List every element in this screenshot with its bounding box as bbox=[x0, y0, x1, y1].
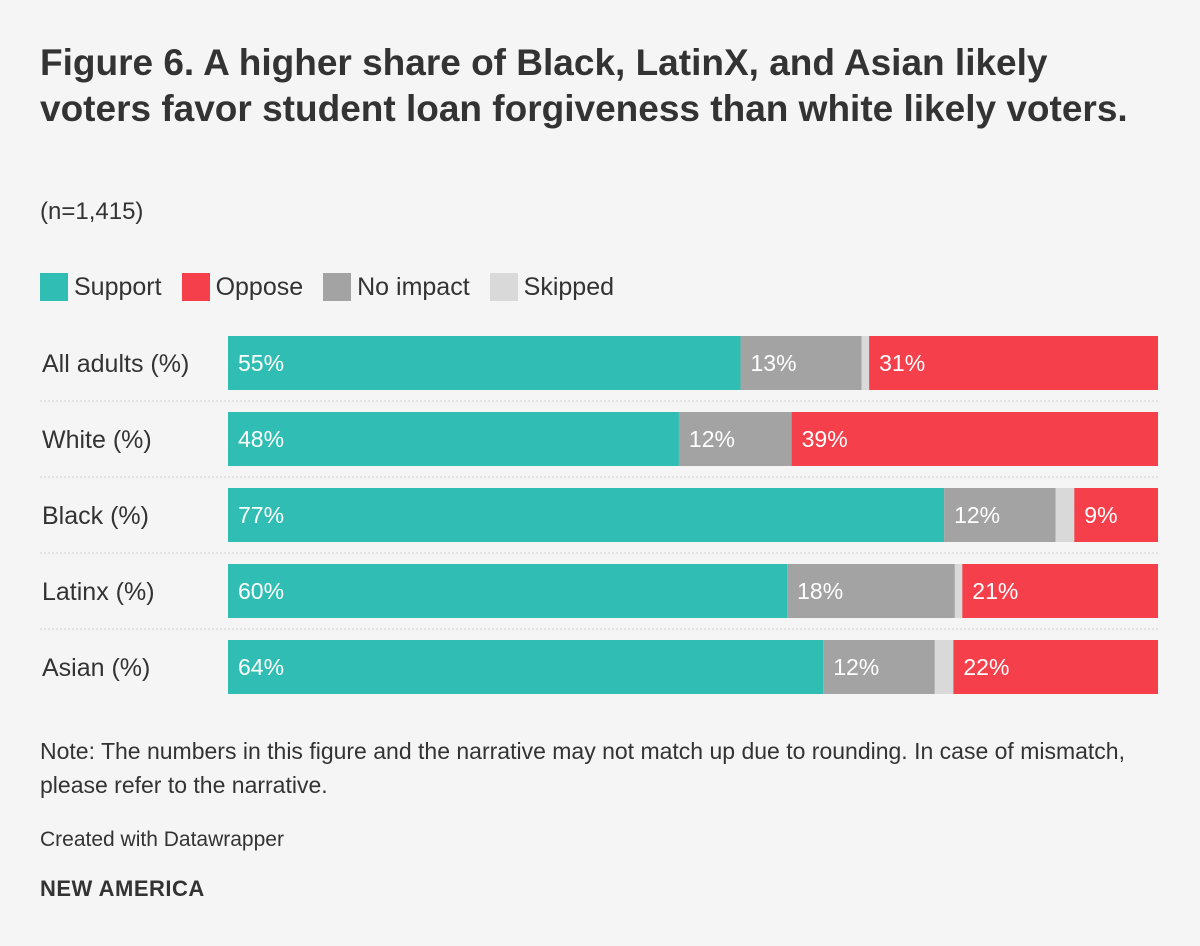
value-label-asian-support: 64% bbox=[238, 654, 284, 680]
value-label-asian-oppose: 22% bbox=[963, 654, 1009, 680]
value-label-all-adults-no-impact: 13% bbox=[751, 350, 797, 376]
legend-item-support: Support bbox=[40, 273, 162, 302]
legend-swatch-oppose bbox=[181, 273, 210, 301]
category-label-black: Black (%) bbox=[42, 502, 149, 530]
legend-label-oppose: Oppose bbox=[215, 272, 304, 301]
bar-asian-no-impact bbox=[823, 640, 935, 694]
bar-latinx-support bbox=[228, 564, 788, 618]
bar-latinx-no-impact bbox=[787, 564, 955, 618]
category-label-white: White (%) bbox=[42, 426, 152, 454]
bar-all-adults-no-impact bbox=[740, 336, 862, 390]
category-label-all-adults: All adults (%) bbox=[42, 350, 189, 378]
bar-white-no-impact bbox=[678, 412, 792, 466]
chart-title: Figure 6. A higher share of Black, Latin… bbox=[40, 42, 1128, 129]
value-label-white-no-impact: 12% bbox=[689, 426, 735, 452]
bar-latinx-skipped bbox=[954, 564, 963, 618]
bar-asian-oppose bbox=[953, 640, 1158, 694]
legend-label-support: Support bbox=[74, 272, 162, 301]
bar-latinx-oppose bbox=[962, 564, 1158, 618]
bar-asian-skipped bbox=[934, 640, 954, 694]
legend-swatch-no-impact bbox=[323, 273, 352, 301]
legend-item-oppose: Oppose bbox=[181, 272, 304, 302]
bar-all-adults-support bbox=[228, 336, 741, 390]
legend-item-no-impact: No impact bbox=[323, 273, 470, 302]
legend-swatch-support bbox=[40, 273, 68, 301]
legend: Support Oppose No impact Skipped bbox=[40, 271, 634, 303]
category-label-latinx: Latinx (%) bbox=[42, 578, 155, 606]
value-label-latinx-oppose: 21% bbox=[972, 578, 1018, 604]
legend-label-no-impact: No impact bbox=[357, 272, 470, 301]
value-label-all-adults-oppose: 31% bbox=[879, 350, 925, 376]
bar-white-oppose bbox=[791, 412, 1158, 466]
bar-black-no-impact bbox=[944, 488, 1056, 542]
value-label-black-oppose: 9% bbox=[1084, 502, 1117, 528]
bar-all-adults-oppose bbox=[869, 336, 1158, 390]
bar-asian-support bbox=[228, 640, 824, 694]
value-label-latinx-support: 60% bbox=[238, 578, 284, 604]
value-label-white-oppose: 39% bbox=[802, 426, 848, 452]
value-label-black-support: 77% bbox=[238, 502, 284, 528]
value-label-latinx-no-impact: 18% bbox=[797, 578, 843, 604]
datawrapper-credit: Created with Datawrapper bbox=[40, 828, 284, 851]
chart-note: Note: The numbers in this figure and the… bbox=[40, 738, 1125, 798]
value-label-white-support: 48% bbox=[238, 426, 284, 452]
value-label-black-no-impact: 12% bbox=[954, 502, 1000, 528]
chart-subtitle: (n=1,415) bbox=[40, 198, 144, 225]
value-label-asian-no-impact: 12% bbox=[833, 654, 879, 680]
bar-all-adults-skipped bbox=[861, 336, 870, 390]
legend-label-skipped: Skipped bbox=[523, 272, 615, 301]
bar-black-oppose bbox=[1074, 488, 1158, 542]
new-america-brand: NEW AMERICA bbox=[40, 876, 205, 901]
bar-white-support bbox=[228, 412, 679, 466]
legend-swatch-skipped bbox=[489, 273, 518, 301]
bar-black-skipped bbox=[1055, 488, 1075, 542]
bar-black-support bbox=[228, 488, 945, 542]
legend-item-skipped: Skipped bbox=[489, 272, 615, 302]
category-label-asian: Asian (%) bbox=[42, 654, 150, 682]
stacked-bar-chart: All adults (%) 55% 13% 31% White (%) 48% 12% 39… bbox=[40, 336, 1158, 694]
value-label-all-adults-support: 55% bbox=[238, 350, 284, 376]
